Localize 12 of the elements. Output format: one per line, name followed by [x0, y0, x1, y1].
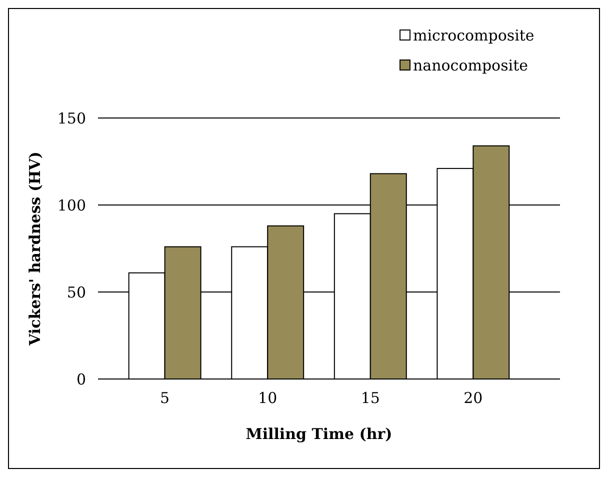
legend-label: microcomposite: [413, 26, 534, 44]
y-tick-label: 100: [57, 196, 86, 214]
y-tick-label: 0: [76, 370, 86, 388]
legend-label: nanocomposite: [413, 56, 528, 74]
x-tick-label: 10: [258, 389, 278, 407]
x-tick-label: 5: [160, 389, 170, 407]
y-axis-title: Vickers' hardness (HV): [26, 152, 44, 346]
x-tick-label: 15: [360, 389, 380, 407]
y-tick-label: 150: [57, 109, 86, 128]
x-tick-label: 20: [464, 389, 483, 407]
x-axis-title: Milling Time (hr): [246, 425, 392, 443]
y-tick-label: 50: [66, 283, 86, 302]
